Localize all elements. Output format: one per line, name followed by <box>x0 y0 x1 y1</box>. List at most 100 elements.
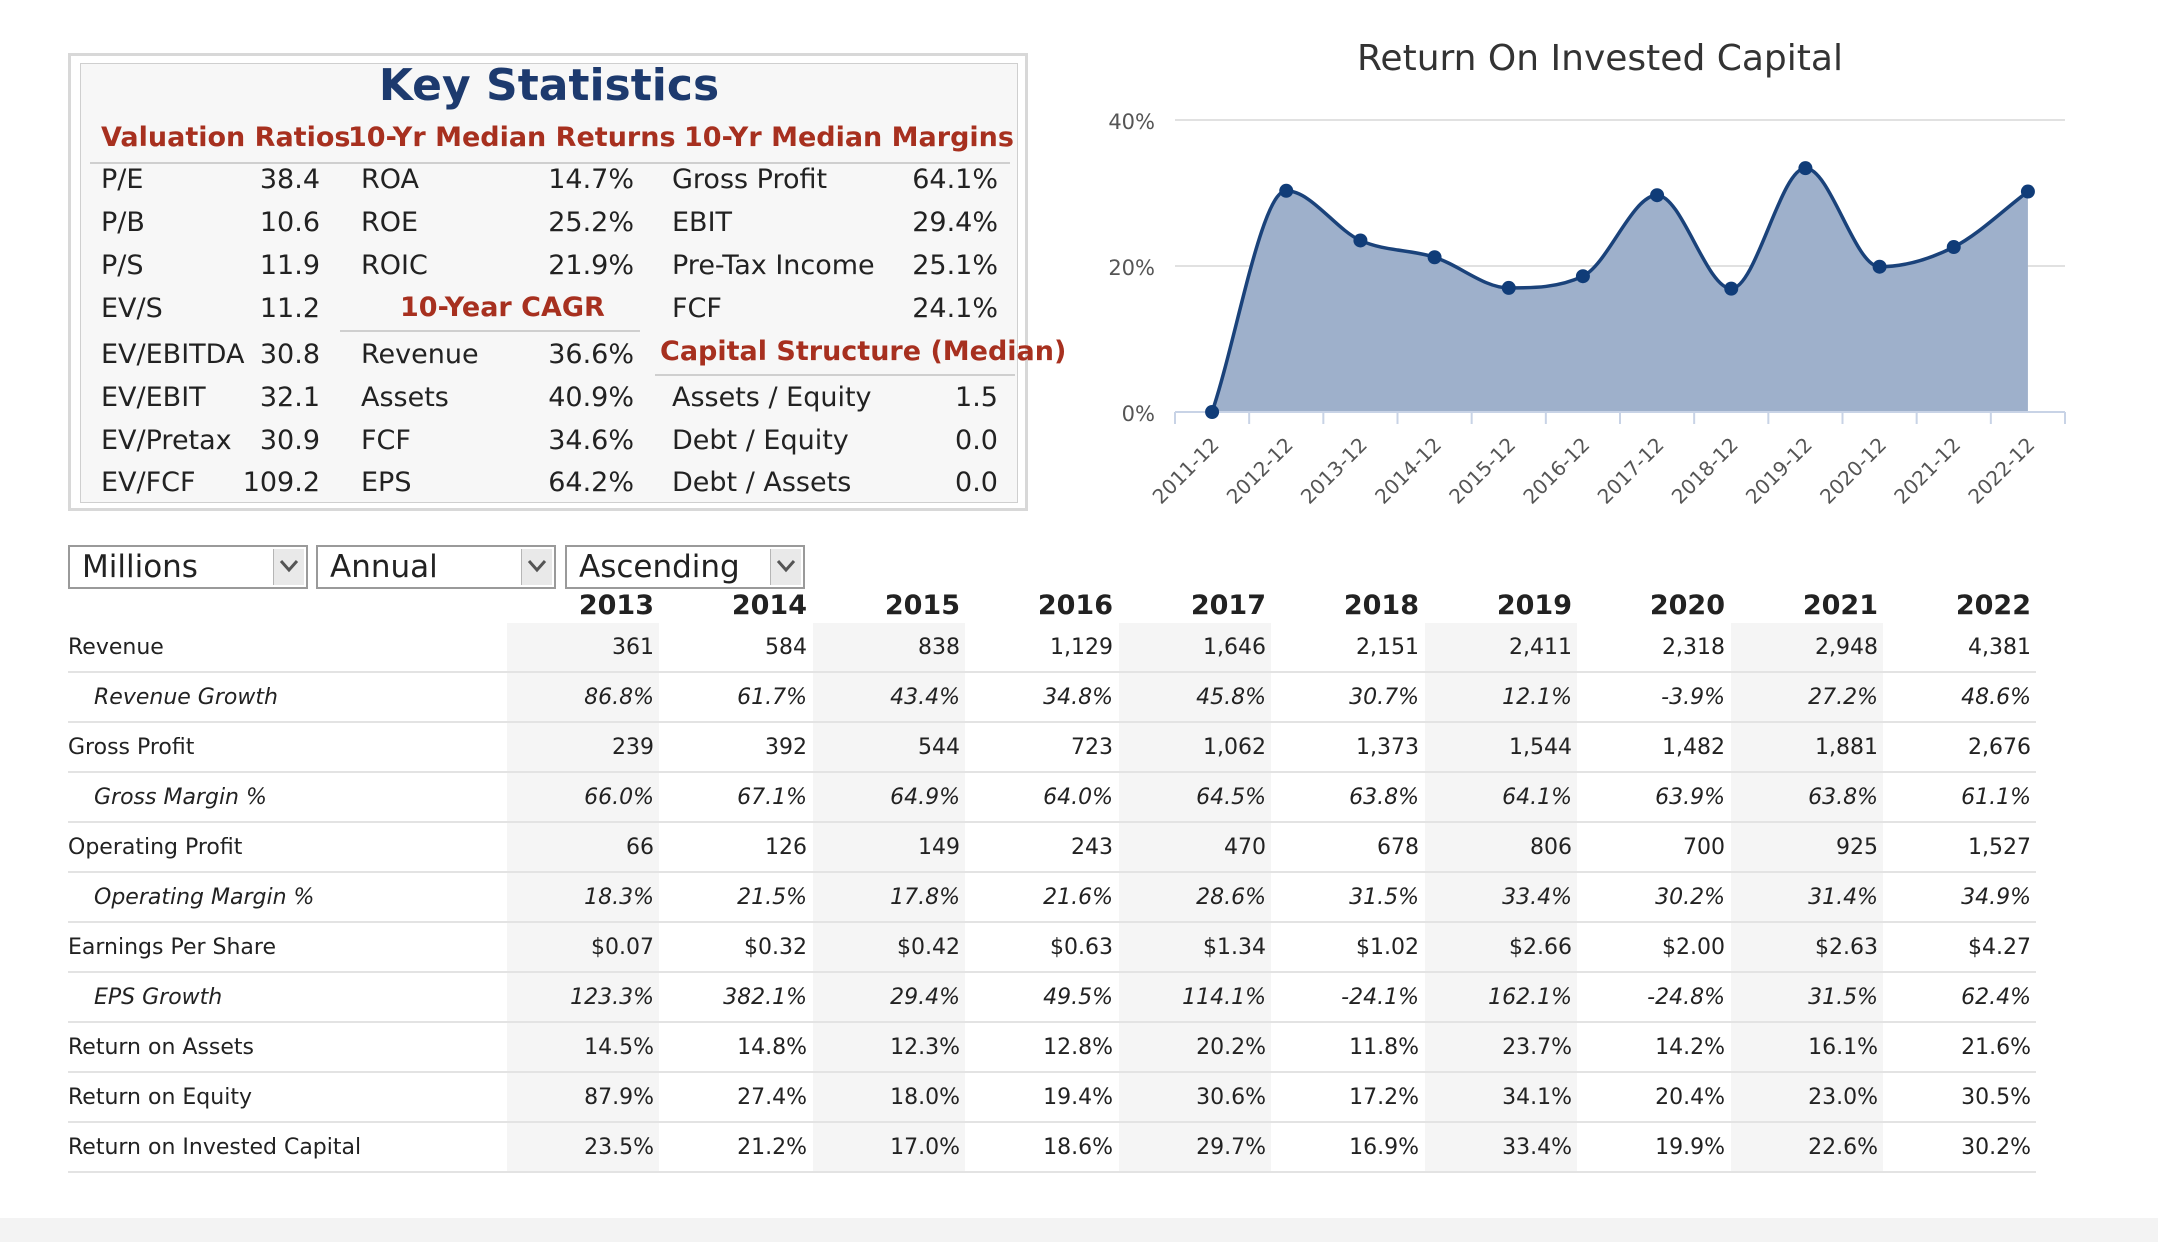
table-cell: 61.1% <box>1961 785 2031 810</box>
table-cell: 1,527 <box>1968 835 2031 860</box>
table-row: Earnings Per Share $0.07 $0.32 $0.42 $0.63 $1… <box>68 923 2036 973</box>
column-shade <box>507 623 659 1171</box>
table-cell: 1,544 <box>1509 735 1572 760</box>
column-shade <box>1731 623 1883 1171</box>
table-cell: $2.66 <box>1509 935 1572 960</box>
data-point-2022-12 <box>2020 184 2035 199</box>
table-cell: -24.1% <box>1341 985 1419 1010</box>
row-label: Gross Margin % <box>94 785 267 810</box>
table-cell: 19.9% <box>1655 1135 1725 1160</box>
capital-structure-value: 0.0 <box>955 467 998 498</box>
table-cell: 33.4% <box>1502 1135 1572 1160</box>
valuation-ratio-value: 32.1 <box>259 382 320 413</box>
valuation-ratio-value: 11.2 <box>259 293 320 324</box>
table-cell: 544 <box>918 735 960 760</box>
table-cell: 31.5% <box>1349 885 1419 910</box>
table-cell: $1.34 <box>1203 935 1266 960</box>
table-cell: 1,881 <box>1815 735 1878 760</box>
x-tick-label: 2020-12 <box>1815 433 1891 509</box>
data-point-2017-12 <box>1650 188 1665 203</box>
table-row: Return on Assets 14.5% 14.8% 12.3% 12.8% 20.2… <box>68 1023 2036 1073</box>
row-label: Gross Profit <box>68 735 195 760</box>
table-cell: 62.4% <box>1961 985 2031 1010</box>
row-label: Earnings Per Share <box>68 935 277 960</box>
table-cell: 2,411 <box>1509 635 1572 660</box>
table-row: Gross Margin % 66.0% 67.1% 64.9% 64.0% 64.5% 6… <box>68 773 2036 823</box>
table-cell: 1,062 <box>1203 735 1266 760</box>
table-cell: 21.5% <box>737 885 807 910</box>
table-row: Operating Margin % 18.3% 21.5% 17.8% 21.6% 28… <box>68 873 2036 923</box>
table-cell: 29.7% <box>1196 1135 1266 1160</box>
y-tick-label: 0% <box>1122 402 1155 426</box>
key-statistics-title: Key Statistics <box>378 60 720 111</box>
median-margin-value: 64.1% <box>912 164 998 195</box>
table-cell: $0.32 <box>744 935 807 960</box>
median-return-value: 25.2% <box>548 207 634 238</box>
table-cell: 2,318 <box>1662 635 1725 660</box>
valuation-ratio-label: EV/EBITDA <box>101 339 245 370</box>
units-select[interactable]: Millions <box>68 545 308 589</box>
table-cell: 925 <box>1836 835 1878 860</box>
year-header: 2018 <box>1343 590 1419 621</box>
table-row: Return on Equity 87.9% 27.4% 18.0% 19.4% 30.6… <box>68 1073 2036 1123</box>
heading-divider <box>90 162 1010 164</box>
valuation-ratio-label: P/B <box>101 207 145 238</box>
table-cell: 66.0% <box>584 785 654 810</box>
table-cell: 4,381 <box>1968 635 2031 660</box>
valuation-ratio-label: P/E <box>101 164 144 195</box>
year-header: 2022 <box>1955 590 2031 621</box>
table-cell: $0.63 <box>1050 935 1113 960</box>
table-cell: 17.0% <box>890 1135 960 1160</box>
median-returns-heading: 10-Yr Median Returns <box>348 122 676 153</box>
table-cell: 18.3% <box>584 885 654 910</box>
table-cell: 27.2% <box>1808 685 1878 710</box>
cagr-label: Assets <box>361 382 449 413</box>
table-cell: $2.63 <box>1815 935 1878 960</box>
data-point-2014-12 <box>1427 250 1442 265</box>
data-point-2021-12 <box>1946 240 1961 255</box>
table-cell: 11.8% <box>1349 1035 1419 1060</box>
table-cell: 30.5% <box>1961 1085 2031 1110</box>
table-cell: 21.2% <box>737 1135 807 1160</box>
valuation-ratio-label: EV/FCF <box>101 467 196 498</box>
table-cell: 806 <box>1530 835 1572 860</box>
row-label: Operating Profit <box>68 835 243 860</box>
valuation-ratio-value: 11.9 <box>259 250 320 281</box>
year-header: 2016 <box>1037 590 1113 621</box>
capital-structure-divider <box>655 374 1015 376</box>
cagr-label: EPS <box>361 467 412 498</box>
table-cell: 87.9% <box>584 1085 654 1110</box>
table-cell: 12.8% <box>1043 1035 1113 1060</box>
column-shade <box>1119 623 1271 1171</box>
table-cell: 17.2% <box>1349 1085 1419 1110</box>
table-cell: 34.1% <box>1502 1085 1572 1110</box>
table-cell: 49.5% <box>1043 985 1113 1010</box>
data-point-2019-12 <box>1798 161 1813 176</box>
table-cell: 678 <box>1377 835 1419 860</box>
year-header: 2020 <box>1649 590 1725 621</box>
table-cell: $0.42 <box>897 935 960 960</box>
table-cell: 34.8% <box>1043 685 1113 710</box>
order-select[interactable]: Ascending <box>565 545 805 589</box>
row-label: Return on Invested Capital <box>68 1135 362 1160</box>
x-tick-label: 2018-12 <box>1667 433 1743 509</box>
table-cell: 29.4% <box>890 985 960 1010</box>
table-cell: 723 <box>1071 735 1113 760</box>
x-tick-label: 2014-12 <box>1370 433 1446 509</box>
table-cell: 61.7% <box>737 685 807 710</box>
table-cell: 64.5% <box>1196 785 1266 810</box>
data-point-2020-12 <box>1872 259 1887 274</box>
table-cell: 20.2% <box>1196 1035 1266 1060</box>
table-cell: 67.1% <box>737 785 807 810</box>
table-cell: 700 <box>1683 835 1725 860</box>
footer-bar <box>0 1218 2158 1242</box>
table-cell: 2,948 <box>1815 635 1878 660</box>
period-select-value: Annual <box>330 549 438 585</box>
period-select[interactable]: Annual <box>316 545 556 589</box>
table-cell: 17.8% <box>890 885 960 910</box>
year-header: 2019 <box>1496 590 1572 621</box>
table-cell: 30.6% <box>1196 1085 1266 1110</box>
capital-structure-label: Assets / Equity <box>672 382 872 413</box>
table-cell: 126 <box>765 835 807 860</box>
median-return-label: ROA <box>361 164 420 195</box>
